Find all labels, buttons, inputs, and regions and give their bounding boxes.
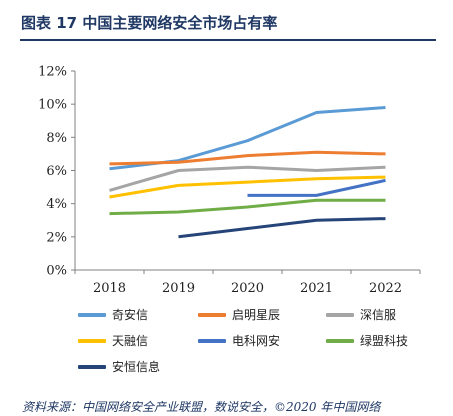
y-tick-label: 8% — [46, 131, 67, 146]
x-tick-label: 2019 — [162, 281, 195, 296]
series-line-2 — [109, 150, 386, 166]
legend-item: 电科网安 — [198, 332, 280, 349]
legend-swatch — [78, 312, 106, 317]
x-tick-label: 2018 — [93, 281, 126, 296]
legend-label: 启明星辰 — [232, 308, 281, 322]
legend-item: 天融信 — [78, 332, 148, 349]
series-line-1 — [109, 106, 386, 171]
legend-label: 天融信 — [112, 334, 149, 348]
legend-swatch — [78, 338, 106, 343]
legend-label: 奇安信 — [112, 308, 149, 322]
legend-item: 安恒信息 — [78, 358, 160, 375]
line-chart: 0% 2% 4% 6% 8% 10% 12% 2018 2019 2020 2021 2022 — [38, 65, 421, 296]
legend-label: 深信服 — [360, 308, 397, 322]
legend-label: 电科网安 — [232, 334, 281, 348]
series-line-6 — [109, 198, 386, 216]
legend-label: 安恒信息 — [112, 360, 161, 374]
legend-swatch — [198, 312, 226, 317]
legend-item: 绿盟科技 — [326, 332, 408, 349]
legend-swatch — [198, 338, 226, 343]
series-line-3 — [109, 165, 386, 192]
y-tick-label: 4% — [46, 197, 67, 212]
y-tick-label: 0% — [46, 264, 67, 279]
legend-label: 绿盟科技 — [360, 334, 409, 348]
title-bar: 图表 17 中国主要网络安全市场占有率 — [0, 0, 453, 44]
figure-title: 图表 17 中国主要网络安全市场占有率 — [21, 14, 278, 32]
legend-item: 深信服 — [326, 306, 396, 323]
x-tick-label: 2020 — [231, 281, 264, 296]
x-tick-label: 2022 — [369, 281, 402, 296]
y-tick-label: 6% — [46, 164, 67, 179]
series-line-4 — [109, 175, 386, 199]
legend-item: 启明星辰 — [198, 306, 280, 323]
title-divider — [20, 39, 436, 41]
legend-item: 奇安信 — [78, 306, 148, 323]
y-tick-label: 2% — [46, 230, 67, 245]
legend-swatch — [78, 364, 106, 369]
x-tick-label: 2021 — [300, 281, 333, 296]
legend-swatch — [326, 312, 354, 317]
series-line-7 — [178, 217, 386, 239]
y-tick-label: 10% — [38, 98, 67, 113]
source-note: 资料来源：中国网络安全产业联盟，数说安全，©2020 年中国网络 — [22, 400, 381, 414]
legend-swatch — [326, 338, 354, 343]
series-line-5 — [247, 178, 386, 197]
y-tick-label: 12% — [38, 65, 67, 80]
